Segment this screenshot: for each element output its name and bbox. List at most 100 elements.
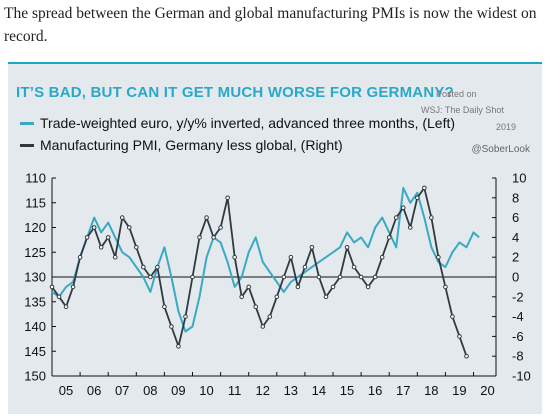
series-euro-line: [51, 186, 480, 333]
pmi-point: [112, 254, 118, 260]
pmi-point: [344, 245, 350, 250]
pmi-point: [351, 264, 357, 270]
x-tick-label: 06: [87, 383, 101, 398]
intro-text: The spread between the German and global…: [4, 5, 537, 45]
legend-euro: Trade-weighted euro, y/y% inverted, adva…: [20, 115, 455, 131]
pmi-point: [70, 284, 76, 290]
pmi-point: [393, 215, 399, 220]
pmi-point: [211, 235, 216, 240]
pmi-point: [91, 225, 97, 230]
pmi-point: [316, 274, 322, 280]
pmi-point: [358, 274, 364, 280]
pmi-point: [415, 195, 420, 201]
pmi-point: [162, 304, 167, 310]
pmi-point: [49, 284, 55, 290]
right-tick-label: 4: [512, 230, 519, 245]
pmi-point: [274, 294, 280, 300]
pmi-point: [386, 235, 392, 240]
pmi-point: [56, 294, 62, 300]
pmi-point: [337, 274, 343, 280]
legend-euro-label: Trade-weighted euro, y/y% inverted, adva…: [40, 115, 456, 131]
right-tick-label: -10: [512, 369, 531, 384]
right-tick-label: -6: [512, 329, 524, 344]
pmi-point: [141, 264, 146, 270]
pmi-point: [464, 353, 469, 359]
chart-title: IT’S BAD, BUT CAN IT GET MUCH WORSE FOR …: [16, 84, 454, 101]
left-tick-label: 140: [24, 319, 46, 334]
source-handle: @SoberLook: [471, 144, 530, 155]
x-tick-label: 19: [452, 383, 466, 398]
left-tick-label: 130: [24, 270, 46, 285]
pmi-point: [218, 225, 223, 230]
x-tick-label: 10: [199, 383, 213, 398]
x-tick-label: 11: [228, 383, 242, 398]
pmi-point: [400, 205, 406, 210]
pmi-point: [225, 195, 230, 201]
pmi-point: [148, 274, 153, 280]
source-name: WSJ: The Daily Shot: [421, 105, 504, 115]
legend-pmi: Manufacturing PMI, Germany less global, …: [20, 137, 343, 153]
pmi-point: [443, 284, 448, 290]
pmi-point: [379, 254, 385, 260]
x-tick-label: 07: [115, 383, 129, 398]
pmi-point: [302, 264, 308, 270]
pmi-point: [204, 215, 209, 220]
right-tick-label: 10: [512, 171, 526, 186]
pmi-point: [323, 294, 329, 300]
pmi-point: [155, 264, 160, 270]
right-tick-label: 8: [512, 190, 519, 205]
legend-euro-swatch: [20, 121, 34, 125]
x-tick-label: 20: [480, 383, 494, 398]
pmi-point: [98, 245, 104, 250]
pmi-point: [450, 314, 455, 319]
pmi-point: [457, 334, 462, 339]
x-tick-label: 12: [255, 383, 269, 398]
pmi-point: [429, 215, 434, 220]
pmi-point: [176, 344, 181, 349]
pmi-point: [190, 274, 195, 280]
right-tick-label: 6: [512, 210, 519, 225]
left-tick-label: 125: [24, 245, 46, 260]
pmi-point: [126, 225, 132, 230]
pmi-point: [232, 254, 237, 260]
pmi-point: [105, 235, 111, 240]
x-tick-label: 14: [312, 383, 326, 398]
left-tick-label: 150: [24, 369, 46, 384]
pmi-point: [134, 245, 139, 250]
left-tick-label: 145: [24, 344, 46, 359]
pmi-point: [372, 274, 378, 280]
pmi-point: [84, 235, 90, 240]
pmi-point: [239, 294, 244, 300]
right-tick-label: -8: [512, 349, 524, 364]
pmi-point: [77, 254, 83, 260]
pmi-point: [436, 254, 441, 260]
source-posted: Posted on: [436, 89, 477, 99]
pmi-point: [309, 245, 315, 250]
right-tick-label: -4: [512, 309, 524, 324]
pmi-point: [260, 324, 266, 329]
legend-pmi-label: Manufacturing PMI, Germany less global, …: [40, 137, 343, 153]
pmi-point: [295, 284, 301, 290]
pmi-point: [197, 235, 202, 240]
series-pmi-line: [51, 186, 468, 357]
pmi-point: [330, 284, 336, 290]
pmi-point: [183, 314, 188, 319]
x-tick-label: 15: [340, 383, 354, 398]
x-tick-label: 05: [59, 383, 73, 398]
pmi-point: [281, 274, 287, 280]
left-tick-label: 110: [25, 171, 46, 186]
left-tick-label: 120: [24, 220, 46, 235]
pmi-point: [63, 304, 69, 310]
legend-pmi-swatch: [20, 143, 34, 147]
pmi-point: [407, 225, 413, 230]
pmi-point: [246, 284, 252, 290]
left-tick-label: 135: [24, 294, 46, 309]
left-tick-label: 115: [25, 195, 46, 210]
pmi-point: [267, 314, 273, 319]
pmi-point: [365, 284, 371, 290]
pmi-point: [288, 254, 294, 260]
x-tick-label: 16: [368, 383, 382, 398]
x-tick-label: 18: [424, 383, 438, 398]
x-tick-label: 13: [284, 383, 298, 398]
